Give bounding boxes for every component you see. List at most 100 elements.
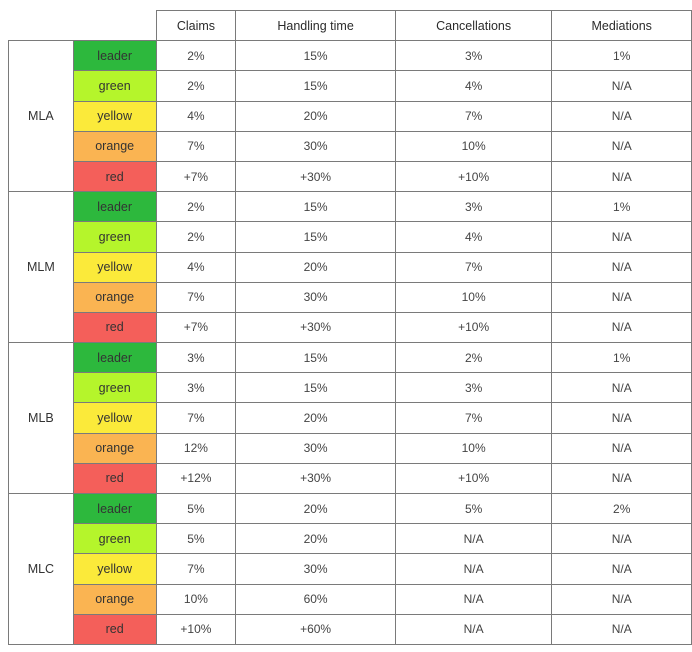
value-cell: 15% xyxy=(235,221,396,253)
level-cell-leader: leader xyxy=(72,342,157,374)
value-cell: 5% xyxy=(155,492,237,525)
value-cell: N/A xyxy=(551,251,692,283)
value-cell: 7% xyxy=(155,402,237,434)
value-cell: 7% xyxy=(155,553,237,585)
table-row: red +12% +30% +10% N/A xyxy=(9,462,692,495)
table-row: MLM leader 2% 15% 3% 1% xyxy=(8,191,692,344)
level-cell-yellow: yellow xyxy=(72,251,157,283)
value-cell: N/A xyxy=(551,553,692,585)
corner-cell xyxy=(8,10,157,42)
value-cell: 10% xyxy=(155,583,237,615)
value-cell: N/A xyxy=(551,523,692,555)
value-cell: 7% xyxy=(155,130,237,162)
group-label: MLC xyxy=(8,493,74,645)
value-cell: 15% xyxy=(235,70,396,102)
value-cell: +10% xyxy=(394,311,553,344)
value-cell: 30% xyxy=(235,432,396,464)
value-cell: N/A xyxy=(394,583,553,615)
group-label: MLA xyxy=(8,40,74,193)
value-cell: 3% xyxy=(155,372,237,404)
level-cell-leader: leader xyxy=(72,40,157,72)
table-row: green 5% 20% N/A N/A xyxy=(9,523,692,555)
level-cell-leader: leader xyxy=(72,492,157,525)
table-row: yellow 4% 20% 7% N/A xyxy=(9,251,692,283)
level-cell-yellow: yellow xyxy=(72,100,157,132)
table-row: green 2% 15% 4% N/A xyxy=(9,70,692,102)
table-row: orange 10% 60% N/A N/A xyxy=(9,583,692,615)
level-cell-red: red xyxy=(72,160,157,193)
value-cell: +30% xyxy=(235,311,396,344)
group-label: MLM xyxy=(8,191,74,344)
value-cell: N/A xyxy=(551,613,692,645)
value-cell: 1% xyxy=(551,40,692,72)
header-handling-time: Handling time xyxy=(235,9,396,42)
table-row: MLB leader 3% 15% 2% 1% xyxy=(8,342,692,494)
performance-thresholds-table: Claims Handling time Cancellations Media… xyxy=(8,9,692,645)
value-cell: 4% xyxy=(155,100,237,132)
value-cell: 2% xyxy=(155,40,237,72)
value-cell: 3% xyxy=(394,40,553,72)
table-row: green 2% 15% 4% N/A xyxy=(9,221,692,253)
value-cell: 30% xyxy=(235,130,396,162)
table-row: yellow 7% 20% 7% N/A xyxy=(9,402,692,434)
level-cell-green: green xyxy=(72,372,157,404)
level-cell-yellow: yellow xyxy=(72,553,157,585)
value-cell: 20% xyxy=(235,100,396,132)
table-row: red +10% +60% N/A N/A xyxy=(9,613,692,645)
table-row: yellow 4% 20% 7% N/A xyxy=(9,100,692,132)
value-cell: N/A xyxy=(551,100,692,132)
value-cell: +10% xyxy=(155,613,237,645)
value-cell: N/A xyxy=(394,553,553,585)
value-cell: 7% xyxy=(155,281,237,313)
value-cell: 30% xyxy=(235,553,396,585)
value-cell: N/A xyxy=(394,523,553,555)
value-cell: 15% xyxy=(235,40,396,72)
value-cell: 20% xyxy=(235,251,396,283)
value-cell: N/A xyxy=(551,432,692,464)
value-cell: 2% xyxy=(155,221,237,253)
value-cell: N/A xyxy=(551,311,692,344)
value-cell: N/A xyxy=(551,70,692,102)
value-cell: N/A xyxy=(551,130,692,162)
level-cell-leader: leader xyxy=(72,191,157,223)
value-cell: 3% xyxy=(155,342,237,374)
table-row: MLA leader 2% 15% 3% 1% xyxy=(8,40,692,193)
value-cell: 3% xyxy=(394,191,553,223)
value-cell: +7% xyxy=(155,160,237,193)
value-cell: 12% xyxy=(155,432,237,464)
value-cell: 60% xyxy=(235,583,396,615)
value-cell: 4% xyxy=(394,70,553,102)
value-cell: N/A xyxy=(551,221,692,253)
value-cell: 2% xyxy=(394,342,553,374)
value-cell: 7% xyxy=(394,402,553,434)
value-cell: +7% xyxy=(155,311,237,344)
value-cell: +60% xyxy=(235,613,396,645)
value-cell: 2% xyxy=(155,191,237,223)
level-cell-red: red xyxy=(72,311,157,344)
table-row: MLC leader 5% 20% 5% 2% xyxy=(8,492,692,645)
table-row: green 3% 15% 3% N/A xyxy=(9,372,692,404)
value-cell: 5% xyxy=(394,492,553,525)
table-row: orange 7% 30% 10% N/A xyxy=(9,281,692,313)
level-cell-orange: orange xyxy=(72,281,157,313)
value-cell: 4% xyxy=(155,251,237,283)
level-cell-orange: orange xyxy=(72,432,157,464)
table-body: MLA leader 2% 15% 3% 1% green 2% 15% 4% N/A yellow 4… xyxy=(8,40,692,645)
value-cell: 7% xyxy=(394,100,553,132)
value-cell: 5% xyxy=(155,523,237,555)
table-row: red +7% +30% +10% N/A xyxy=(9,311,692,344)
value-cell: N/A xyxy=(551,402,692,434)
value-cell: 3% xyxy=(394,372,553,404)
value-cell: 10% xyxy=(394,130,553,162)
level-cell-green: green xyxy=(72,523,157,555)
value-cell: N/A xyxy=(394,613,553,645)
value-cell: 30% xyxy=(235,281,396,313)
header-cancellations: Cancellations xyxy=(394,9,553,42)
value-cell: N/A xyxy=(551,281,692,313)
value-cell: N/A xyxy=(551,372,692,404)
header-row: Claims Handling time Cancellations Media… xyxy=(8,9,692,42)
value-cell: 2% xyxy=(551,492,692,525)
value-cell: 20% xyxy=(235,402,396,434)
table-row: orange 7% 30% 10% N/A xyxy=(9,130,692,162)
level-cell-orange: orange xyxy=(72,130,157,162)
